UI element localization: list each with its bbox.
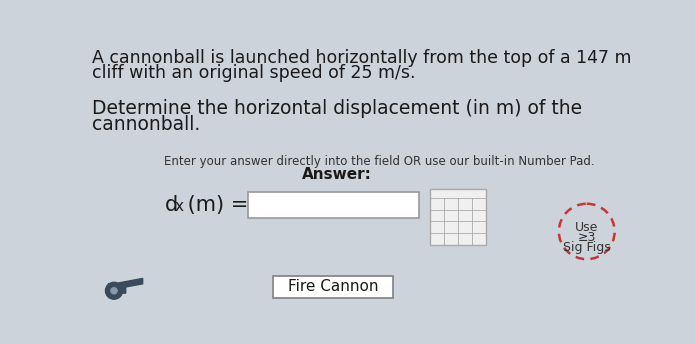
- Text: ≥3: ≥3: [578, 231, 596, 244]
- Text: Sig Figs: Sig Figs: [563, 241, 611, 254]
- Text: Enter your answer directly into the field OR use our built-in Number Pad.: Enter your answer directly into the fiel…: [165, 155, 595, 168]
- Text: Determine the horizontal displacement (in m) of the: Determine the horizontal displacement (i…: [92, 99, 582, 118]
- FancyBboxPatch shape: [108, 283, 126, 294]
- Text: cliff with an original speed of 25 m/s.: cliff with an original speed of 25 m/s.: [92, 64, 415, 82]
- Circle shape: [106, 282, 122, 299]
- Text: cannonball.: cannonball.: [92, 115, 199, 134]
- Text: A cannonball is launched horizontally from the top of a 147 m: A cannonball is launched horizontally fr…: [92, 49, 631, 67]
- FancyBboxPatch shape: [248, 192, 418, 218]
- FancyBboxPatch shape: [430, 189, 486, 198]
- FancyBboxPatch shape: [430, 189, 486, 245]
- Text: Use: Use: [575, 221, 598, 234]
- FancyBboxPatch shape: [273, 276, 393, 298]
- Text: Answer:: Answer:: [302, 167, 373, 182]
- Polygon shape: [118, 278, 142, 289]
- Text: d: d: [165, 195, 178, 215]
- Circle shape: [111, 288, 117, 294]
- Text: (m) =: (m) =: [181, 195, 249, 215]
- Text: Fire Cannon: Fire Cannon: [288, 279, 378, 294]
- Text: x: x: [174, 199, 183, 214]
